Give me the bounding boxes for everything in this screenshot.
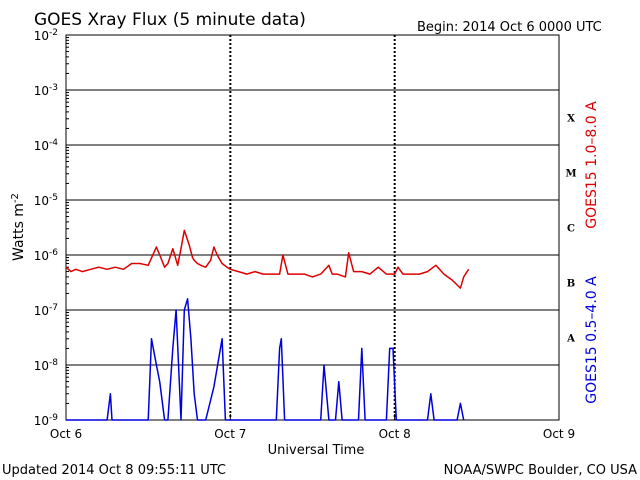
y-tick-label: 10-2 bbox=[34, 28, 58, 43]
updated-text: Updated 2014 Oct 8 09:55:11 UTC bbox=[2, 463, 226, 478]
y-tick-label: 10-8 bbox=[34, 358, 59, 373]
legend-red-series: GOES15 1.0–8.0 A bbox=[584, 101, 600, 229]
y-axis-label-exp: -2 bbox=[10, 193, 21, 203]
x-tick-label: Oct 6 bbox=[50, 427, 82, 441]
grid-lines bbox=[66, 34, 559, 421]
x-axis-label: Universal Time bbox=[268, 443, 365, 458]
x-tick-label: Oct 9 bbox=[543, 427, 575, 441]
y-axis-label: Watts m-2 bbox=[10, 193, 28, 261]
y-tick-label: 10-5 bbox=[34, 193, 58, 208]
y-tick-label: 10-7 bbox=[34, 303, 58, 318]
flare-class-label: C bbox=[567, 224, 575, 235]
credit-text: NOAA/SWPC Boulder, CO USA bbox=[444, 463, 637, 478]
begin-label: Begin: 2014 Oct 6 0000 UTC bbox=[417, 20, 602, 35]
y-axis-ticks: 10-2 10-3 10-4 10-5 10-6 10-7 10-8 10-9 bbox=[34, 28, 69, 428]
y-axis-label-base: Watts m bbox=[11, 203, 27, 261]
data-series bbox=[65, 229, 470, 421]
flare-class-label: M bbox=[565, 169, 576, 180]
flare-class-label: B bbox=[567, 279, 575, 290]
flare-class-labels: X M C B A bbox=[565, 114, 576, 345]
series-line-short-wavelength bbox=[66, 298, 465, 421]
y-tick-label: 10-4 bbox=[34, 138, 59, 153]
x-tick-label: Oct 7 bbox=[214, 427, 246, 441]
plot-frame bbox=[65, 34, 560, 421]
series-line-long-wavelength bbox=[65, 229, 470, 289]
x-axis-ticks: Oct 6 Oct 7 Oct 8 Oct 9 bbox=[50, 414, 575, 441]
flare-class-label: X bbox=[567, 114, 575, 125]
y-tick-label: 10-6 bbox=[34, 248, 59, 263]
legend-blue-series: GOES15 0.5–4.0 A bbox=[584, 276, 600, 404]
flare-class-label: A bbox=[566, 334, 575, 345]
y-tick-label: 10-3 bbox=[34, 83, 58, 98]
y-tick-label: 10-9 bbox=[34, 413, 59, 428]
chart-title: GOES Xray Flux (5 minute data) bbox=[34, 10, 306, 30]
x-tick-label: Oct 8 bbox=[379, 427, 411, 441]
